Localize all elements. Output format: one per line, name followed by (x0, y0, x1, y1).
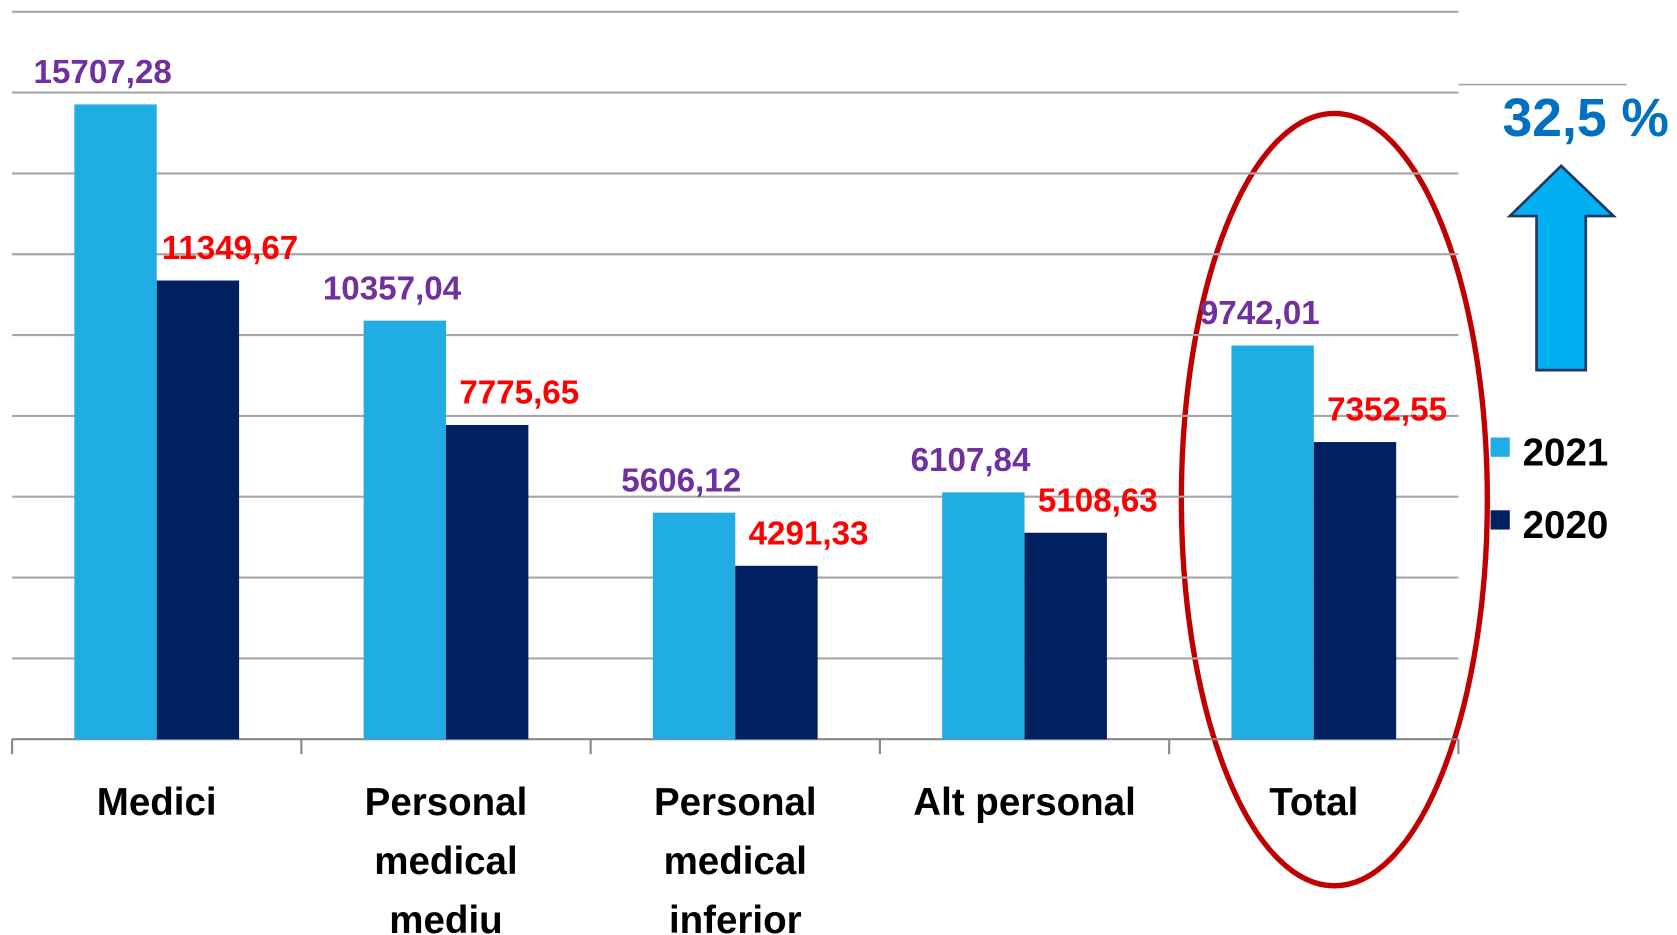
bar (74, 104, 157, 740)
annotation: 32,5 % (1503, 89, 1669, 148)
bar (1313, 442, 1397, 740)
legend-label: 2021 (1523, 431, 1609, 474)
x-tick-label: Medici (97, 781, 217, 824)
value-label: 6107,84 (911, 442, 1031, 479)
value-label: 10357,04 (323, 270, 462, 307)
value-label: 5606,12 (621, 462, 741, 499)
value-label: 4291,33 (749, 515, 869, 552)
bar (156, 280, 240, 740)
x-tick-label: Personal (654, 781, 817, 824)
x-tick-label: medical (374, 840, 517, 883)
bar (1231, 345, 1314, 740)
x-tick-label: mediu (389, 899, 502, 935)
x-tick-label: Personal (365, 781, 528, 824)
legend-swatch (1490, 437, 1510, 457)
value-label: 15707,28 (34, 54, 172, 91)
bar (652, 512, 736, 740)
value-label: 7775,65 (459, 375, 579, 412)
value-label: 11349,67 (162, 230, 298, 267)
bar (1024, 532, 1107, 740)
bar (445, 424, 529, 740)
up-arrow (1506, 163, 1617, 372)
x-tick-label: inferior (669, 899, 802, 935)
bar (942, 492, 1025, 740)
value-label: 5108,63 (1038, 482, 1158, 519)
x-tick-label: Alt personal (913, 781, 1135, 824)
bar (735, 565, 818, 740)
bar (363, 320, 446, 740)
highlight-ellipse (1178, 110, 1491, 889)
value-label: 9742,01 (1200, 295, 1320, 332)
x-tick-label: medical (664, 840, 807, 883)
x-tick-label: Total (1269, 781, 1358, 824)
legend-swatch (1490, 510, 1510, 530)
legend-label: 2020 (1523, 504, 1609, 547)
value-label: 7352,55 (1327, 392, 1447, 429)
